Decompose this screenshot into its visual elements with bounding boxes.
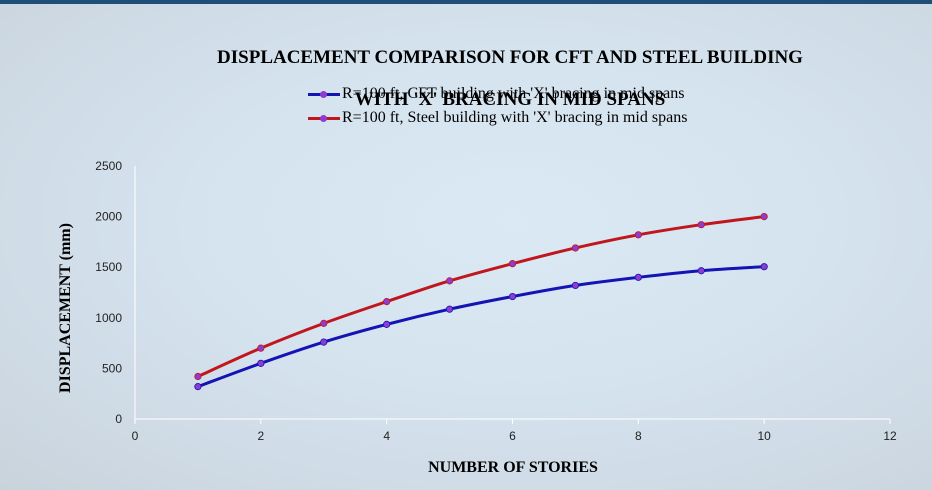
- legend-label-cft: R=100 ft, CFT building with 'X' bracing …: [342, 85, 685, 102]
- legend-swatch-cft: [308, 90, 340, 98]
- data-point-steel: [760, 213, 768, 221]
- y-tick-label: 2000: [95, 210, 122, 224]
- x-tick-label: 0: [132, 429, 139, 443]
- chart-series: [194, 213, 768, 391]
- x-tick-label: 8: [635, 429, 642, 443]
- x-axis-title: NUMBER OF STORIES: [428, 459, 598, 476]
- y-tick-label: 1000: [95, 311, 122, 325]
- x-tick-label: 2: [257, 429, 264, 443]
- data-point-cft: [634, 273, 642, 281]
- data-point-steel: [194, 372, 202, 381]
- chart-axes: [134, 166, 890, 420]
- y-tick-label: 500: [102, 361, 122, 375]
- data-point-steel: [697, 221, 705, 229]
- x-tick-label: 6: [509, 429, 516, 443]
- data-point-steel: [571, 244, 580, 252]
- data-point-cft: [383, 320, 391, 328]
- chart-title: DISPLACEMENT COMPARISON FOR CFT AND STEE…: [0, 26, 932, 131]
- data-point-cft: [760, 263, 768, 271]
- x-tick-label: 12: [883, 429, 897, 443]
- y-tick-label: 2500: [95, 159, 122, 173]
- data-point-cft: [508, 292, 517, 301]
- data-point-steel: [257, 344, 265, 352]
- data-point-cft: [320, 338, 328, 346]
- data-point-cft: [257, 359, 265, 367]
- data-point-cft: [697, 267, 705, 275]
- data-point-steel: [634, 231, 642, 239]
- chart-ticks: 0 2 4 6 8 10 12 0 500 1000 1500 2000 2500: [95, 159, 897, 443]
- data-point-steel: [320, 319, 328, 327]
- chart-legend: R=100 ft, CFT building with 'X' bracing …: [308, 82, 687, 130]
- chart-title-line-1: DISPLACEMENT COMPARISON FOR CFT AND STEE…: [217, 47, 803, 68]
- series-line-cft: [197, 265, 765, 389]
- x-tick-label: 4: [383, 429, 390, 443]
- data-point-cft: [194, 383, 202, 391]
- data-point-steel: [508, 260, 517, 268]
- y-tick-label: 1500: [95, 260, 122, 274]
- top-accent-bar: [0, 0, 932, 4]
- data-point-cft: [571, 281, 580, 290]
- legend-item-cft: R=100 ft, CFT building with 'X' bracing …: [308, 82, 687, 106]
- y-tick-label: 0: [115, 412, 122, 426]
- series-line-steel: [197, 215, 765, 378]
- x-tick-label: 10: [757, 429, 771, 443]
- y-axis-title: DISPLACEMENT (mm): [57, 223, 74, 393]
- legend-item-steel: R=100 ft, Steel building with 'X' bracin…: [308, 106, 687, 130]
- data-point-steel: [383, 298, 391, 306]
- chart-title-line-2: WITH 'X' BRACING IN MID SPANS: [354, 89, 666, 110]
- legend-label-steel: R=100 ft, Steel building with 'X' bracin…: [342, 109, 688, 126]
- data-point-cft: [445, 305, 454, 313]
- legend-swatch-steel: [308, 114, 340, 122]
- data-point-steel: [445, 277, 454, 285]
